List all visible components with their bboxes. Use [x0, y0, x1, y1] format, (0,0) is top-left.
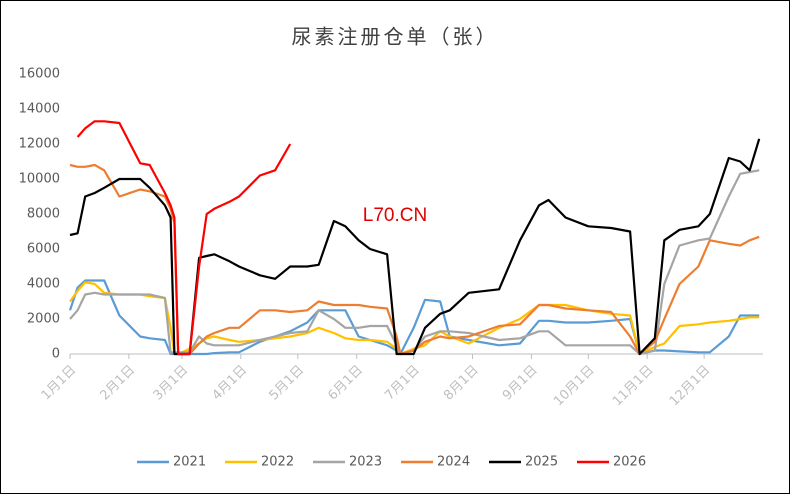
y-tick-label: 16000: [19, 67, 60, 82]
series-line: [69, 281, 760, 356]
legend-label: 2025: [525, 455, 558, 470]
y-tick-label: 2000: [27, 312, 60, 327]
legend-label: 2026: [613, 455, 646, 470]
legend-label: 2022: [261, 455, 294, 470]
series-line: [69, 138, 761, 356]
y-tick-label: 0: [52, 347, 60, 362]
y-tick-label: 4000: [27, 277, 60, 292]
y-tick-label: 12000: [19, 137, 60, 152]
series-line: [76, 120, 292, 356]
legend-label: 2021: [173, 455, 206, 470]
y-tick-label: 10000: [19, 172, 60, 187]
watermark: L70.CN: [363, 205, 427, 226]
y-tick-label: 14000: [19, 102, 60, 117]
legend-label: 2023: [349, 455, 382, 470]
legend-label: 2024: [437, 455, 470, 470]
y-tick-label: 6000: [27, 242, 60, 257]
series-line: [69, 169, 760, 356]
y-tick-label: 8000: [27, 207, 60, 222]
chart-title: 尿素注册仓单（张）: [292, 25, 499, 49]
